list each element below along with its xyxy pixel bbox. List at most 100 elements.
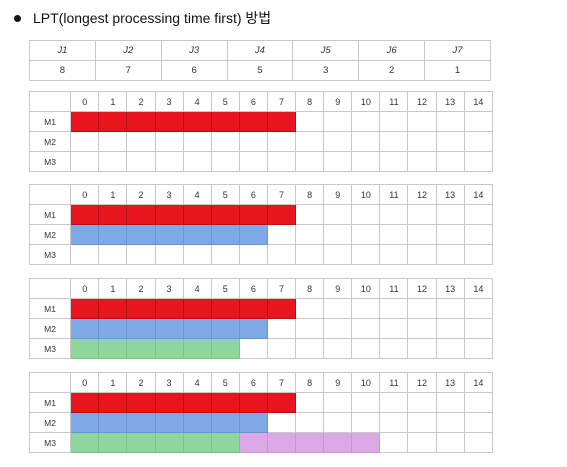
grid-cell bbox=[407, 224, 437, 245]
grid-cell bbox=[435, 318, 465, 339]
time-label: 10 bbox=[351, 184, 381, 205]
schedule-bar-cell-blue bbox=[210, 224, 240, 245]
schedule-bar-cell-purple bbox=[266, 432, 297, 453]
grid-cell bbox=[70, 151, 100, 172]
grid-cell bbox=[295, 412, 325, 433]
grid-cell bbox=[407, 392, 437, 413]
heading-text: LPT(longest processing time first) 방법 bbox=[33, 10, 272, 26]
time-label: 11 bbox=[379, 184, 409, 205]
schedule-bar-cell-red bbox=[210, 111, 240, 132]
schedule-bar-cell-blue bbox=[126, 224, 156, 245]
schedule-bar-cell-blue bbox=[98, 318, 128, 339]
grid-cell bbox=[126, 151, 156, 172]
schedule-bar-cell-red bbox=[266, 392, 297, 413]
grid-cell bbox=[323, 244, 353, 265]
time-label: 6 bbox=[238, 91, 268, 112]
time-label: 8 bbox=[295, 91, 325, 112]
grid-cell bbox=[266, 412, 297, 433]
grid-cell bbox=[98, 151, 128, 172]
time-label: 13 bbox=[435, 91, 465, 112]
time-header-row: 0 1 2 3 4 5 6 7 8 9 10 11 12 13 14 bbox=[28, 91, 494, 112]
gantt-body: 0 1 2 3 4 5 6 7 8 9 10 11 12 13 14 M1 M2 M3 bbox=[28, 372, 494, 453]
grid-cell bbox=[379, 338, 409, 359]
time-label: 3 bbox=[154, 184, 184, 205]
grid-cell bbox=[210, 244, 240, 265]
schedule-bar-cell-green bbox=[154, 338, 184, 359]
grid-cell bbox=[323, 338, 353, 359]
job-time-cell: 3 bbox=[292, 60, 360, 81]
time-label: 11 bbox=[379, 91, 409, 112]
grid-cell bbox=[407, 298, 437, 319]
schedule-bar-cell-red bbox=[98, 204, 128, 225]
schedule-bar-cell-blue bbox=[182, 318, 212, 339]
gantt-body: 0 1 2 3 4 5 6 7 8 9 10 11 12 13 14 M1 M2 M3 bbox=[28, 184, 494, 265]
grid-cell bbox=[295, 151, 325, 172]
grid-cell bbox=[379, 318, 409, 339]
machine-row: M1 bbox=[28, 392, 494, 413]
schedule-bar-cell-blue bbox=[182, 224, 212, 245]
schedule-bar-cell-green bbox=[154, 432, 184, 453]
grid-cell bbox=[379, 244, 409, 265]
grid-cell bbox=[351, 338, 381, 359]
schedule-bar-cell-blue bbox=[70, 224, 100, 245]
schedule-bar-cell-red bbox=[70, 298, 100, 319]
machine-row: M2 bbox=[28, 131, 494, 152]
time-label: 9 bbox=[323, 278, 353, 299]
grid-cell bbox=[379, 204, 409, 225]
machine-row: M1 bbox=[28, 298, 494, 319]
schedule-bar-cell-green bbox=[70, 432, 100, 453]
schedule-bar-cell-red bbox=[266, 111, 297, 132]
schedule-bar-cell-green bbox=[126, 338, 156, 359]
job-time-cell: 1 bbox=[424, 60, 491, 81]
grid-cell bbox=[154, 131, 184, 152]
machine-label: M1 bbox=[28, 392, 72, 413]
time-label: 7 bbox=[266, 91, 297, 112]
schedule-bar-cell-blue bbox=[126, 412, 156, 433]
gantt-body: 0 1 2 3 4 5 6 7 8 9 10 11 12 13 14 M1 M2 M3 bbox=[28, 278, 494, 359]
corner-cell bbox=[28, 184, 72, 205]
grid-cell bbox=[407, 318, 437, 339]
schedule-bar-cell-purple bbox=[351, 432, 381, 453]
schedule-bar-cell-red bbox=[266, 204, 297, 225]
time-label: 4 bbox=[182, 184, 212, 205]
grid-cell bbox=[70, 131, 100, 152]
time-label: 3 bbox=[154, 278, 184, 299]
schedule-bar-cell-red bbox=[154, 111, 184, 132]
time-label: 1 bbox=[98, 278, 128, 299]
corner-cell bbox=[28, 372, 72, 393]
job-name-cell: J7 bbox=[424, 40, 491, 61]
time-label: 7 bbox=[266, 372, 297, 393]
schedule-bar-cell-purple bbox=[238, 432, 268, 453]
time-label: 13 bbox=[435, 184, 465, 205]
time-label: 8 bbox=[295, 184, 325, 205]
machine-row: M1 bbox=[28, 204, 494, 225]
grid-cell bbox=[323, 151, 353, 172]
machine-row: M3 bbox=[28, 432, 494, 453]
grid-cell bbox=[154, 151, 184, 172]
schedule-bar-cell-blue bbox=[70, 318, 100, 339]
time-header-row: 0 1 2 3 4 5 6 7 8 9 10 11 12 13 14 bbox=[28, 184, 494, 205]
machine-label: M1 bbox=[28, 111, 72, 132]
schedule-bar-cell-red bbox=[210, 392, 240, 413]
grid-cell bbox=[182, 151, 212, 172]
time-label: 13 bbox=[435, 278, 465, 299]
time-label: 5 bbox=[210, 184, 240, 205]
time-label: 10 bbox=[351, 372, 381, 393]
grid-cell bbox=[70, 244, 100, 265]
job-name-cell: J6 bbox=[358, 40, 426, 61]
grid-cell bbox=[407, 244, 437, 265]
schedule-bar-cell-red bbox=[182, 392, 212, 413]
time-label: 10 bbox=[351, 91, 381, 112]
schedule-bar-cell-red bbox=[238, 392, 268, 413]
machine-label: M3 bbox=[28, 338, 72, 359]
time-label: 12 bbox=[407, 184, 437, 205]
grid-cell bbox=[295, 318, 325, 339]
grid-cell bbox=[210, 151, 240, 172]
schedule-bar-cell-red bbox=[210, 298, 240, 319]
grid-cell bbox=[351, 111, 381, 132]
time-label: 1 bbox=[98, 91, 128, 112]
machine-label: M1 bbox=[28, 298, 72, 319]
grid-cell bbox=[238, 244, 268, 265]
schedule-bar-cell-red bbox=[182, 298, 212, 319]
time-label: 9 bbox=[323, 372, 353, 393]
